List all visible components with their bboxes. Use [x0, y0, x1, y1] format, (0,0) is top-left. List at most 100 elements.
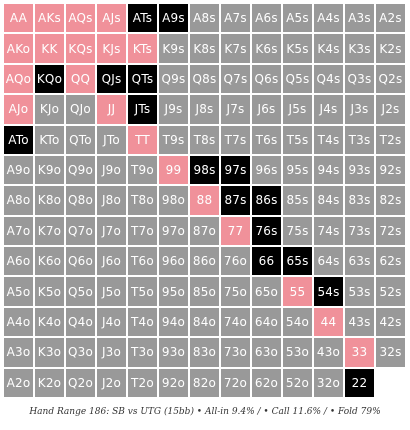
- hand-cell-AJs: AJs: [96, 3, 127, 34]
- hand-cell-Q4o: Q4o: [65, 306, 96, 338]
- hand-cell-QTs: QTs: [127, 63, 158, 95]
- hand-cell-KQs: KQs: [65, 33, 96, 64]
- hand-cell-K3o: K3o: [34, 337, 65, 368]
- hand-cell-A4o: A4o: [3, 306, 34, 338]
- hand-cell-63o: 63o: [251, 337, 282, 368]
- hand-cell-43o: 43o: [313, 337, 344, 368]
- hand-cell-A5o: A5o: [3, 276, 34, 307]
- hand-cell-85s: 85s: [282, 185, 313, 216]
- hand-cell-KTs: KTs: [127, 33, 158, 64]
- hand-cell-J4s: J4s: [313, 94, 344, 125]
- hand-cell-A6o: A6o: [3, 246, 34, 277]
- hand-cell-AQo: AQo: [3, 63, 34, 95]
- hand-cell-TT: TT: [127, 124, 158, 155]
- hand-cell-95o: 95o: [158, 276, 189, 307]
- hand-cell-K3s: K3s: [344, 33, 375, 64]
- hand-cell-T7o: T7o: [127, 215, 158, 247]
- hand-cell-Q9o: Q9o: [65, 154, 96, 186]
- hand-cell-K2o: K2o: [34, 367, 65, 398]
- hand-cell-K7o: K7o: [34, 215, 65, 247]
- hand-cell-J3o: J3o: [96, 337, 127, 368]
- hand-cell-J7o: J7o: [96, 215, 127, 247]
- hand-cell-JTs: JTs: [127, 94, 158, 125]
- hand-cell-32s: 32s: [375, 337, 406, 368]
- hand-cell-75o: 75o: [220, 276, 251, 307]
- hand-cell-73o: 73o: [220, 337, 251, 368]
- hand-cell-J6o: J6o: [96, 246, 127, 277]
- hand-cell-K4s: K4s: [313, 33, 344, 64]
- hand-cell-K8s: K8s: [189, 33, 220, 64]
- hand-cell-55: 55: [282, 276, 313, 307]
- hand-cell-J4o: J4o: [96, 306, 127, 338]
- hand-cell-Q5s: Q5s: [282, 63, 313, 95]
- hand-cell-T4o: T4o: [127, 306, 158, 338]
- hand-cell-T3s: T3s: [344, 124, 375, 155]
- hand-cell-Q6o: Q6o: [65, 246, 96, 277]
- hand-cell-J9s: J9s: [158, 94, 189, 125]
- hand-cell-K8o: K8o: [34, 185, 65, 216]
- hand-cell-65o: 65o: [251, 276, 282, 307]
- hand-cell-94s: 94s: [313, 154, 344, 186]
- hand-cell-AJo: AJo: [3, 94, 34, 125]
- hand-cell-T9s: T9s: [158, 124, 189, 155]
- hand-cell-K9s: K9s: [158, 33, 189, 64]
- hand-cell-T6o: T6o: [127, 246, 158, 277]
- hand-cell-98o: 98o: [158, 185, 189, 216]
- hand-cell-86o: 86o: [189, 246, 220, 277]
- hand-cell-95s: 95s: [282, 154, 313, 186]
- hand-cell-A3o: A3o: [3, 337, 34, 368]
- hand-cell-44: 44: [313, 306, 344, 338]
- hand-cell-82o: 82o: [189, 367, 220, 398]
- hand-cell-32o: 32o: [313, 367, 344, 398]
- hand-cell-94o: 94o: [158, 306, 189, 338]
- hand-cell-ATo: ATo: [3, 124, 34, 155]
- hand-cell-Q2o: Q2o: [65, 367, 96, 398]
- hand-cell-Q6s: Q6s: [251, 63, 282, 95]
- hand-cell-22: 22: [344, 367, 375, 398]
- hand-cell-77: 77: [220, 215, 251, 247]
- hand-cell-A6s: A6s: [251, 3, 282, 34]
- hand-cell-52s: 52s: [375, 276, 406, 307]
- hand-range-grid: AA AKs AQs AJs ATs A9s A8s A7s A6s A5s A4s A3s A2s AK…: [3, 3, 406, 398]
- hand-cell-QJs: QJs: [96, 63, 127, 95]
- hand-cell-KK: KK: [34, 33, 65, 64]
- hand-cell-Q7o: Q7o: [65, 215, 96, 247]
- hand-cell-T8o: T8o: [127, 185, 158, 216]
- hand-cell-Q9s: Q9s: [158, 63, 189, 95]
- hand-cell-T8s: T8s: [189, 124, 220, 155]
- hand-cell-Q3o: Q3o: [65, 337, 96, 368]
- hand-cell-T5s: T5s: [282, 124, 313, 155]
- hand-cell-62s: 62s: [375, 246, 406, 277]
- hand-cell-J2o: J2o: [96, 367, 127, 398]
- hand-cell-54o: 54o: [282, 306, 313, 338]
- hand-cell-64s: 64s: [313, 246, 344, 277]
- hand-cell-QJo: QJo: [65, 94, 96, 125]
- hand-cell-J7s: J7s: [220, 94, 251, 125]
- hand-cell-J5o: J5o: [96, 276, 127, 307]
- hand-cell-Q4s: Q4s: [313, 63, 344, 95]
- hand-cell-Q3s: Q3s: [344, 63, 375, 95]
- hand-cell-54s: 54s: [313, 276, 344, 307]
- hand-cell-53s: 53s: [344, 276, 375, 307]
- hand-cell-87s: 87s: [220, 185, 251, 216]
- hand-cell-K9o: K9o: [34, 154, 65, 186]
- hand-cell-Q7s: Q7s: [220, 63, 251, 95]
- hand-cell-AKo: AKo: [3, 33, 34, 64]
- hand-cell-96o: 96o: [158, 246, 189, 277]
- hand-cell-K5o: K5o: [34, 276, 65, 307]
- hand-cell-K2s: K2s: [375, 33, 406, 64]
- hand-cell-KJo: KJo: [34, 94, 65, 125]
- hand-cell-J3s: J3s: [344, 94, 375, 125]
- hand-cell-62o: 62o: [251, 367, 282, 398]
- hand-cell-99: 99: [158, 154, 189, 186]
- hand-cell-J8s: J8s: [189, 94, 220, 125]
- hand-cell-A8o: A8o: [3, 185, 34, 216]
- hand-cell-76s: 76s: [251, 215, 282, 247]
- hand-cell-A8s: A8s: [189, 3, 220, 34]
- hand-cell-J2s: J2s: [375, 94, 406, 125]
- hand-cell-93s: 93s: [344, 154, 375, 186]
- hand-cell-ATs: ATs: [127, 3, 158, 34]
- hand-cell-87o: 87o: [189, 215, 220, 247]
- hand-cell-73s: 73s: [344, 215, 375, 247]
- hand-cell-72o: 72o: [220, 367, 251, 398]
